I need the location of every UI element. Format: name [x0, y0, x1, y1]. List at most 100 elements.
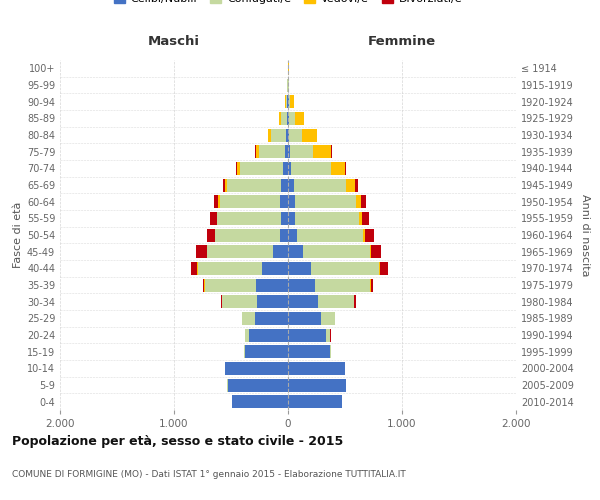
Bar [280, 228, 288, 241]
Bar [280, 195, 288, 208]
Bar [295, 195, 356, 208]
Bar [288, 362, 345, 375]
Bar [288, 378, 346, 392]
Bar [239, 162, 283, 175]
Bar [198, 262, 262, 275]
Bar [245, 345, 288, 358]
Bar [331, 162, 345, 175]
Bar [371, 245, 382, 258]
Bar [281, 178, 288, 192]
Bar [245, 328, 249, 342]
Bar [311, 262, 379, 275]
Bar [288, 128, 289, 141]
Bar [361, 195, 366, 208]
Bar [205, 278, 256, 291]
Bar [288, 312, 321, 325]
Bar [255, 312, 288, 325]
Bar [242, 312, 255, 325]
Bar [256, 278, 288, 291]
Bar [222, 295, 257, 308]
Bar [380, 262, 388, 275]
Bar [295, 212, 359, 225]
Bar [330, 345, 331, 358]
Bar [356, 195, 361, 208]
Bar [313, 145, 331, 158]
Bar [295, 112, 304, 125]
Bar [288, 262, 311, 275]
Bar [279, 112, 281, 125]
Bar [355, 295, 356, 308]
Bar [289, 112, 295, 125]
Bar [220, 195, 280, 208]
Bar [215, 228, 280, 241]
Bar [237, 162, 239, 175]
Text: COMUNE DI FORMIGINE (MO) - Dati ISTAT 1° gennaio 2015 - Elaborazione TUTTITALIA.: COMUNE DI FORMIGINE (MO) - Dati ISTAT 1°… [12, 470, 406, 479]
Bar [288, 145, 290, 158]
Bar [289, 128, 302, 141]
Bar [288, 178, 294, 192]
Bar [223, 178, 226, 192]
Bar [290, 145, 313, 158]
Bar [257, 295, 288, 308]
Bar [288, 162, 292, 175]
Bar [217, 212, 281, 225]
Bar [218, 195, 220, 208]
Bar [345, 162, 346, 175]
Bar [359, 212, 362, 225]
Bar [259, 145, 285, 158]
Bar [289, 95, 290, 108]
Bar [294, 178, 346, 192]
Bar [288, 328, 326, 342]
Bar [363, 228, 365, 241]
Y-axis label: Fasce di età: Fasce di età [13, 202, 23, 268]
Bar [288, 195, 295, 208]
Bar [370, 245, 371, 258]
Bar [286, 128, 288, 141]
Bar [288, 245, 303, 258]
Bar [281, 112, 287, 125]
Bar [196, 245, 206, 258]
Bar [285, 145, 288, 158]
Bar [227, 178, 281, 192]
Bar [317, 295, 354, 308]
Bar [288, 95, 289, 108]
Bar [371, 278, 373, 291]
Bar [302, 128, 317, 141]
Bar [316, 278, 370, 291]
Bar [281, 212, 288, 225]
Bar [290, 95, 294, 108]
Bar [355, 178, 358, 192]
Bar [249, 328, 288, 342]
Bar [203, 278, 205, 291]
Bar [206, 228, 215, 241]
Bar [268, 128, 271, 141]
Y-axis label: Anni di nascita: Anni di nascita [580, 194, 590, 276]
Legend: Celibi/Nubili, Coniugati/e, Vedovi/e, Divorziati/e: Celibi/Nubili, Coniugati/e, Vedovi/e, Di… [109, 0, 467, 8]
Bar [288, 295, 317, 308]
Bar [227, 378, 288, 392]
Bar [191, 262, 197, 275]
Bar [288, 345, 330, 358]
Bar [287, 112, 288, 125]
Bar [244, 345, 245, 358]
Bar [207, 245, 273, 258]
Bar [256, 145, 259, 158]
Bar [326, 328, 330, 342]
Bar [365, 228, 373, 241]
Bar [288, 212, 295, 225]
Bar [346, 178, 355, 192]
Bar [271, 128, 286, 141]
Bar [226, 362, 288, 375]
Bar [288, 278, 316, 291]
Bar [273, 245, 288, 258]
Bar [288, 228, 297, 241]
Bar [226, 178, 227, 192]
Bar [292, 162, 331, 175]
Bar [283, 162, 288, 175]
Bar [286, 95, 287, 108]
Bar [379, 262, 380, 275]
Bar [303, 245, 370, 258]
Bar [362, 212, 369, 225]
Bar [288, 112, 289, 125]
Text: Femmine: Femmine [368, 36, 436, 49]
